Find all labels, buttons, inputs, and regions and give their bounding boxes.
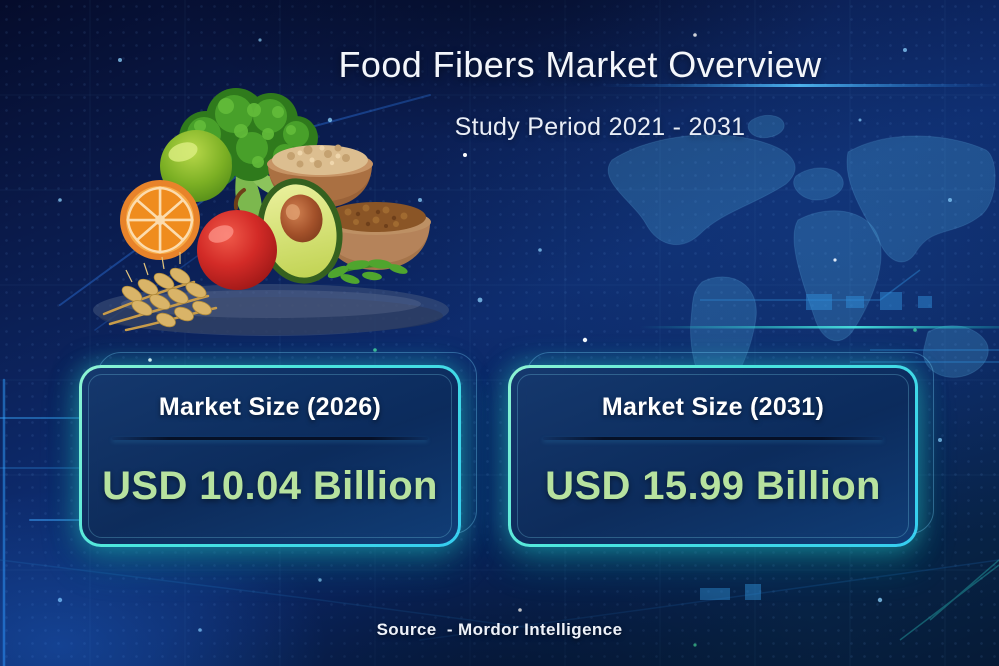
market-size-2026-card-body: Market Size (2026) USD 10.04 Billion (82, 368, 458, 544)
food-illustration (93, 88, 449, 336)
market-size-2031-card-body: Market Size (2031) USD 15.99 Billion (511, 368, 915, 544)
study-period-subtitle: Study Period 2021 - 2031 (454, 113, 746, 141)
circuit-traces-right (600, 84, 999, 641)
market-size-2026-card: Market Size (2026) USD 10.04 Billion (79, 352, 477, 547)
wheat-stalks-graphic (102, 252, 218, 332)
source-attribution: Source - Mordor Intelligence (376, 620, 623, 639)
red-apple-graphic (197, 188, 277, 290)
card-divider (112, 437, 428, 440)
card-divider (543, 437, 883, 440)
orange-slice-graphic (120, 180, 200, 260)
page-title: Food Fibers Market Overview (338, 44, 822, 85)
green-apple-graphic (160, 130, 232, 202)
market-size-2026-label: Market Size (2026) (158, 393, 382, 421)
market-size-2031-value: USD 15.99 Billion (545, 464, 881, 508)
world-map-graphic (607, 114, 996, 399)
market-size-2031-card: Market Size (2031) USD 15.99 Billion (508, 352, 934, 547)
market-size-2031-label: Market Size (2031) (601, 393, 825, 421)
avocado-graphic (257, 178, 343, 284)
market-size-2026-value: USD 10.04 Billion (102, 464, 438, 508)
herb-sprig-graphic (327, 259, 408, 284)
grain-bowl-graphic (321, 202, 431, 270)
